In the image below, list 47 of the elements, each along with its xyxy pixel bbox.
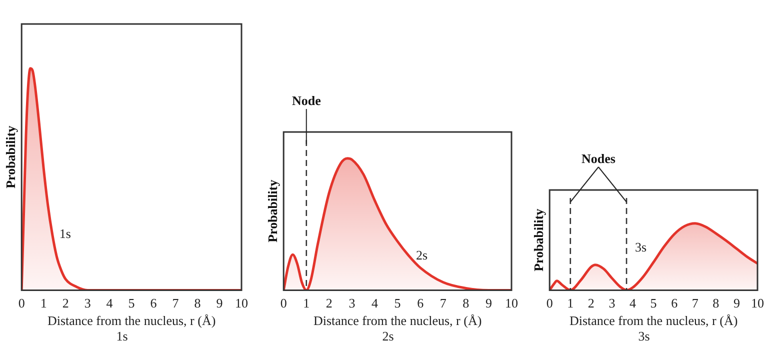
text: Node — [292, 92, 322, 108]
x-tick-label: 7 — [692, 295, 699, 310]
x-tick-label: 9 — [216, 295, 223, 310]
x-tick-label: 4 — [372, 295, 379, 310]
x-tick-label: 2 — [326, 295, 332, 310]
x-tick-label: 6 — [150, 295, 158, 310]
x-tick-label: 8 — [462, 295, 470, 310]
x-tick-label: 5 — [128, 295, 135, 310]
x-tick-label: 5 — [394, 295, 401, 310]
series-label: 2s — [416, 247, 428, 262]
text: 1s — [116, 328, 128, 344]
x-tick-label: 3 — [348, 295, 356, 310]
x-tick-label: 4 — [630, 295, 637, 310]
series-label: 3s — [634, 240, 647, 255]
series-label: 1s — [59, 226, 71, 242]
x-axis-title: Distance from the nucleus, r (Å) — [47, 313, 216, 328]
y-axis-title: Probability — [265, 179, 280, 242]
x-tick-label: 5 — [650, 295, 657, 310]
x-tick-label: 0 — [280, 295, 287, 310]
x-tick-label: 0 — [18, 295, 25, 310]
x-tick-label: 2 — [588, 295, 594, 310]
x-tick-label: 6 — [671, 295, 678, 310]
x-tick-label: 0 — [546, 295, 553, 310]
x-tick-label: 3 — [84, 295, 91, 310]
x-tick-label: 9 — [733, 295, 740, 310]
x-tick-label: 1 — [303, 295, 310, 310]
x-axis-title: Distance from the nucleus, r (Å) — [313, 313, 482, 328]
text: 2s — [382, 328, 394, 344]
x-tick-label: 1 — [567, 295, 574, 310]
x-tick-label: 10 — [505, 295, 518, 310]
x-tick-label: 1 — [40, 295, 47, 310]
x-tick-label: 10 — [751, 295, 764, 310]
y-axis-title: Probability — [531, 208, 546, 272]
x-tick-label: 9 — [485, 295, 492, 310]
text: 3s — [638, 328, 650, 344]
x-tick-label: 10 — [235, 295, 248, 310]
x-tick-label: 7 — [172, 295, 180, 310]
x-tick-label: 7 — [440, 295, 447, 310]
x-tick-label: 8 — [712, 295, 720, 310]
x-tick-label: 3 — [608, 295, 616, 310]
x-tick-label: 8 — [194, 295, 201, 310]
text: Nodes — [581, 150, 616, 166]
x-tick-label: 2 — [62, 295, 69, 310]
x-axis-title: Distance from the nucleus, r (Å) — [569, 313, 738, 328]
x-tick-label: 4 — [106, 295, 114, 310]
y-axis-title: Probability — [3, 125, 18, 188]
x-tick-label: 6 — [417, 295, 424, 310]
